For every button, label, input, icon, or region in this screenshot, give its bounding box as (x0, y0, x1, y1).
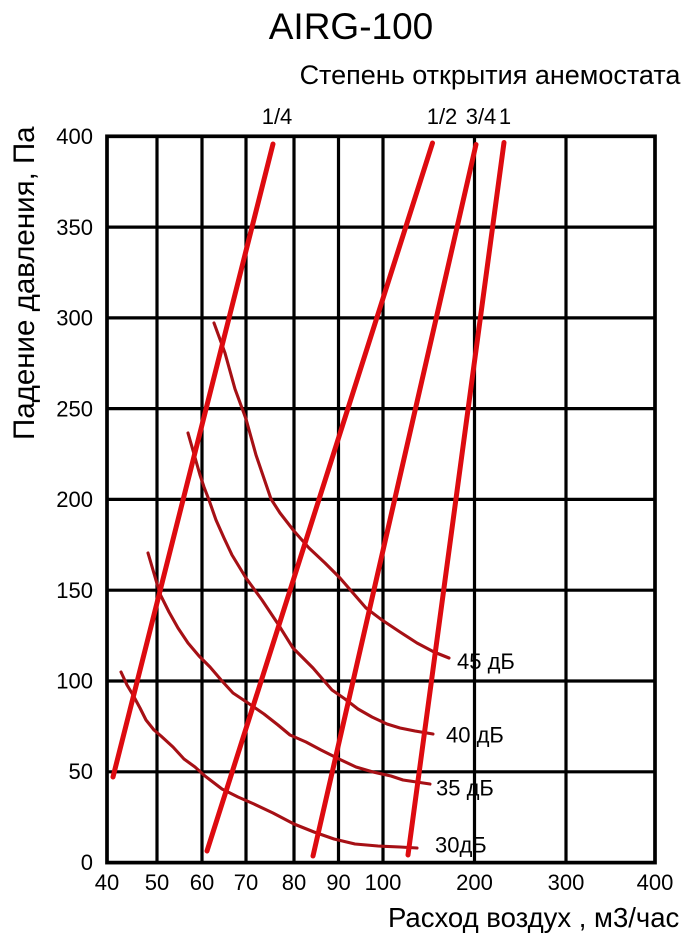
svg-text:400: 400 (56, 124, 93, 149)
svg-text:30дБ: 30дБ (435, 833, 487, 858)
svg-text:Расход воздух , м3/час: Расход воздух , м3/час (388, 902, 680, 933)
svg-text:1: 1 (499, 104, 511, 129)
svg-text:80: 80 (282, 870, 306, 895)
svg-text:90: 90 (326, 870, 350, 895)
svg-text:Падение давления, Па: Падение давления, Па (8, 126, 41, 440)
svg-text:1/2: 1/2 (427, 104, 458, 129)
svg-text:250: 250 (56, 396, 93, 421)
svg-text:0: 0 (81, 850, 93, 875)
svg-text:Степень открытия анемостата: Степень открытия анемостата (300, 60, 682, 90)
svg-text:3/4: 3/4 (466, 104, 497, 129)
svg-text:200: 200 (56, 487, 93, 512)
svg-text:100: 100 (365, 870, 402, 895)
svg-text:60: 60 (190, 870, 214, 895)
svg-text:350: 350 (56, 215, 93, 240)
svg-text:AIRG-100: AIRG-100 (269, 6, 434, 47)
svg-text:1/4: 1/4 (262, 104, 293, 129)
svg-text:40 дБ: 40 дБ (446, 723, 504, 748)
svg-text:200: 200 (456, 870, 493, 895)
svg-text:45 дБ: 45 дБ (457, 649, 515, 674)
svg-text:50: 50 (145, 870, 169, 895)
svg-text:150: 150 (56, 578, 93, 603)
svg-text:70: 70 (234, 870, 258, 895)
svg-text:100: 100 (56, 669, 93, 694)
svg-text:35 дБ: 35 дБ (436, 776, 494, 801)
svg-text:300: 300 (56, 306, 93, 331)
svg-text:40: 40 (95, 870, 119, 895)
svg-text:300: 300 (548, 870, 585, 895)
svg-text:50: 50 (69, 759, 93, 784)
svg-text:400: 400 (637, 870, 674, 895)
